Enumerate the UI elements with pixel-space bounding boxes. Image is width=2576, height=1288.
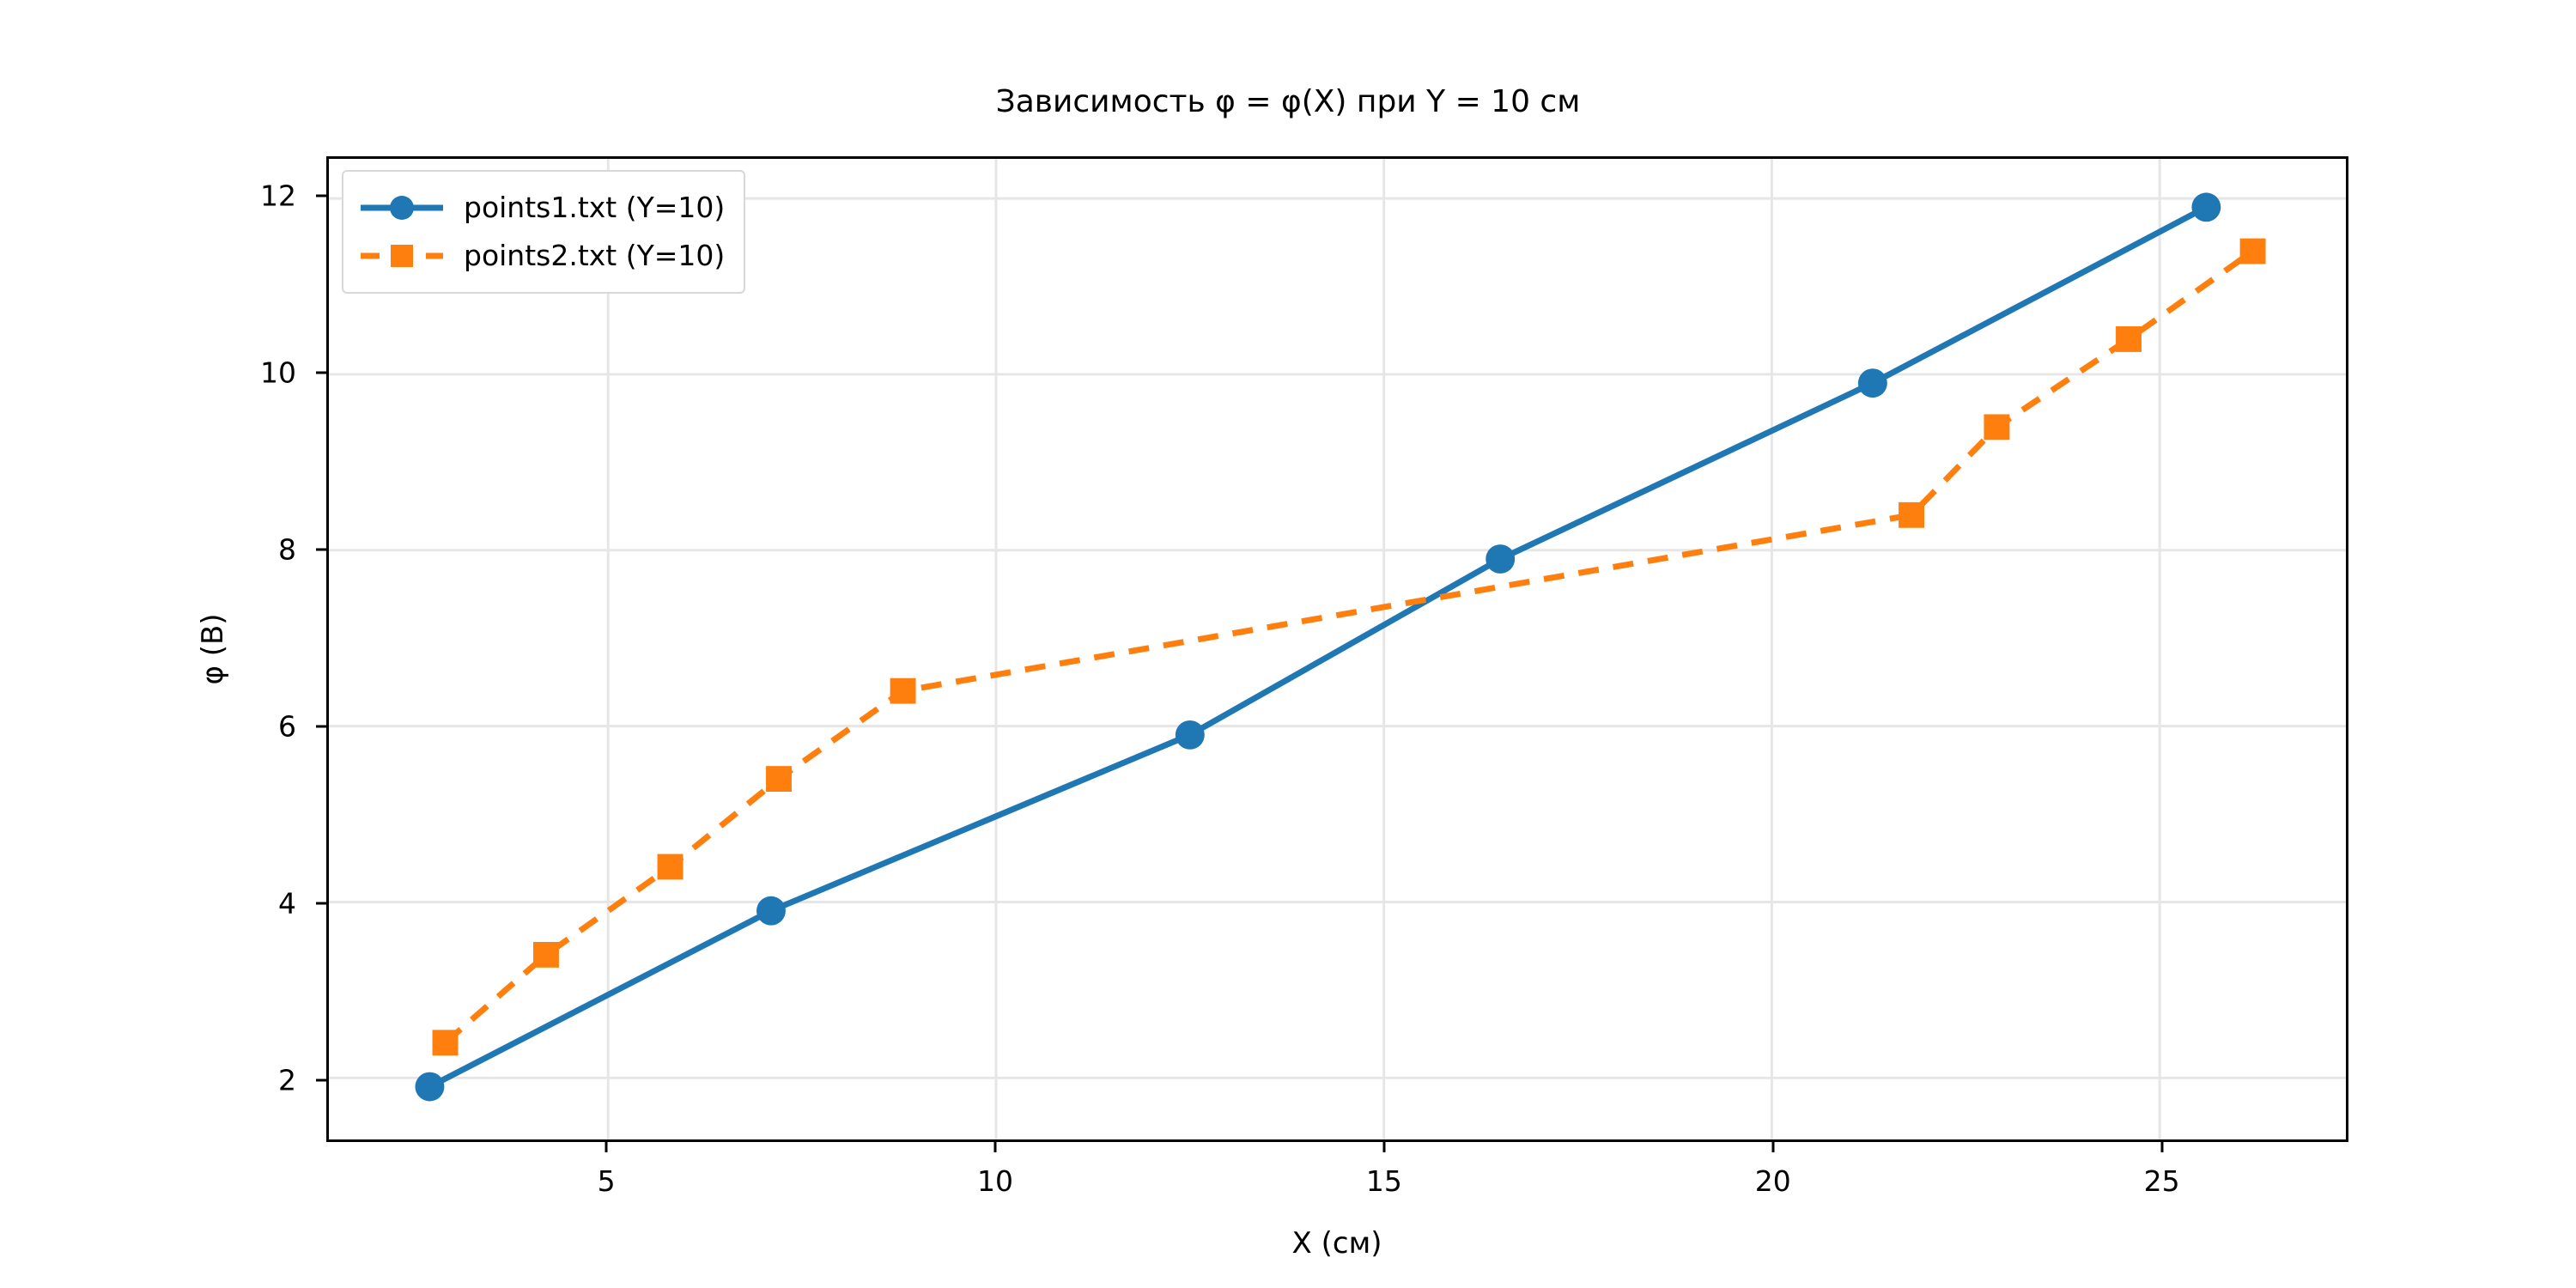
legend-swatch-dashed-square-icon	[357, 239, 447, 273]
y-tick-label: 2	[278, 1063, 296, 1097]
x-tick-label: 10	[976, 1164, 1013, 1198]
plot-inner	[329, 159, 2346, 1139]
legend-item-points1[interactable]: points1.txt (Y=10)	[357, 184, 725, 232]
y-tick-label: 12	[260, 179, 296, 213]
data-point-marker	[1485, 544, 1516, 574]
x-tick-mark	[2160, 1142, 2164, 1152]
y-axis-label: φ (В)	[196, 613, 230, 685]
legend-item-points2[interactable]: points2.txt (Y=10)	[357, 232, 725, 280]
data-point-marker	[1899, 501, 1925, 528]
data-point-marker	[533, 941, 559, 968]
x-axis-label: X (см)	[1291, 1226, 1382, 1261]
data-point-marker	[432, 1030, 459, 1056]
y-tick-mark	[316, 548, 326, 551]
data-point-marker	[657, 854, 683, 880]
legend-label-points2: points2.txt (Y=10)	[464, 239, 726, 272]
data-point-marker	[756, 896, 786, 926]
y-tick-label: 8	[278, 532, 296, 567]
data-point-marker	[1984, 414, 2010, 440]
x-tick-label: 25	[2143, 1164, 2180, 1198]
y-tick-mark	[316, 725, 326, 728]
chart-title: Зависимость φ = φ(X) при Y = 10 см	[995, 84, 1581, 119]
x-tick-mark	[993, 1142, 997, 1152]
x-tick-mark	[605, 1142, 608, 1152]
data-point-marker	[2116, 326, 2142, 352]
plot-area	[326, 156, 2348, 1142]
y-tick-mark	[316, 902, 326, 905]
x-tick-label: 5	[597, 1164, 616, 1198]
data-point-marker	[890, 677, 916, 704]
y-tick-mark	[316, 194, 326, 197]
x-tick-label: 15	[1365, 1164, 1402, 1198]
legend-swatch-line-circle-icon	[357, 191, 447, 225]
y-tick-label: 6	[278, 709, 296, 744]
series-line-1	[428, 204, 2208, 1090]
data-point-marker	[766, 766, 792, 792]
x-tick-label: 20	[1754, 1164, 1791, 1198]
data-point-marker	[1857, 368, 1887, 398]
x-tick-mark	[1771, 1142, 1775, 1152]
legend-label-points1: points1.txt (Y=10)	[464, 191, 726, 224]
y-tick-mark	[316, 1078, 326, 1082]
grid-lines	[329, 159, 2346, 1139]
data-point-marker	[2239, 238, 2266, 264]
data-point-marker	[415, 1072, 445, 1102]
y-tick-label: 4	[278, 886, 296, 920]
data-point-marker	[1175, 720, 1205, 750]
data-series-layer	[415, 192, 2266, 1102]
x-tick-mark	[1382, 1142, 1386, 1152]
chart-legend[interactable]: points1.txt (Y=10) points2.txt (Y=10)	[342, 170, 746, 294]
y-tick-label: 10	[260, 355, 296, 390]
data-point-marker	[2191, 192, 2221, 222]
y-tick-mark	[316, 371, 326, 374]
